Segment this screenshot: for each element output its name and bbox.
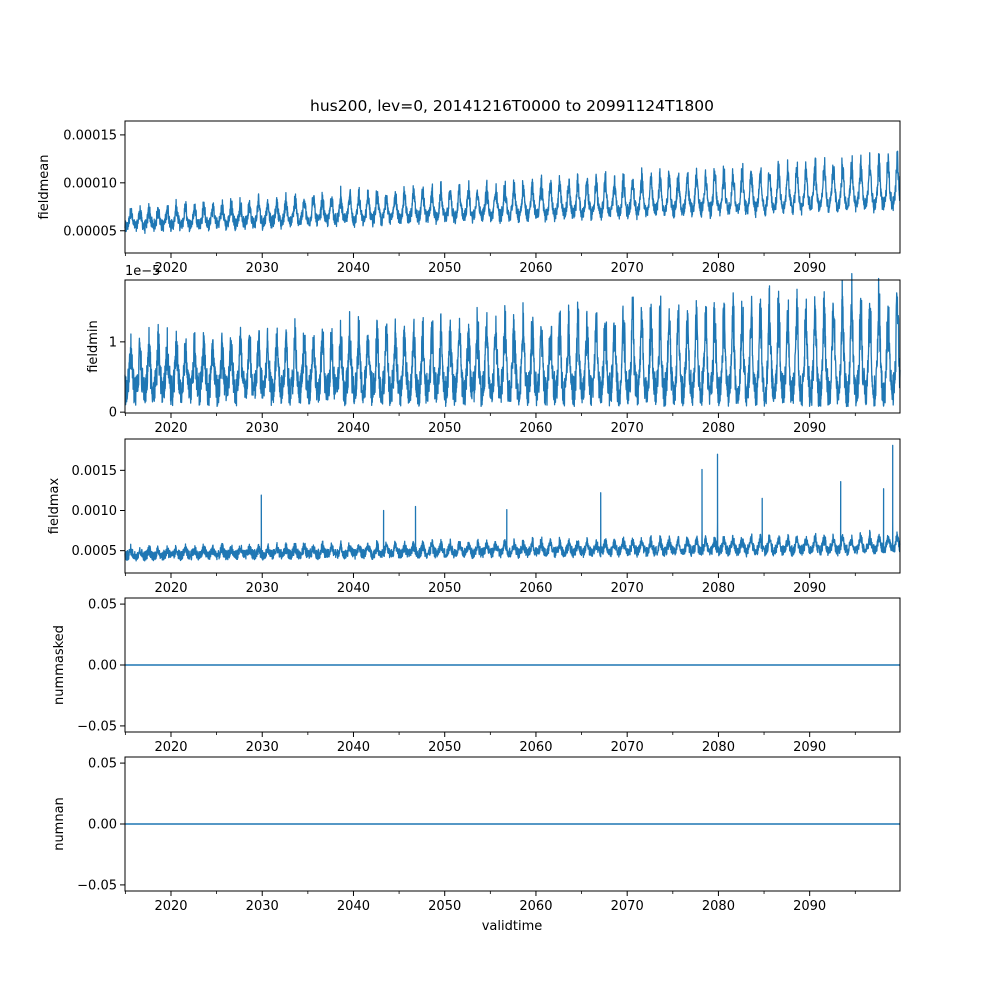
y-tick-label-fieldmax: 0.0010 bbox=[72, 504, 118, 519]
x-tick-label-fieldmean: 2020 bbox=[154, 261, 187, 276]
panel-numnan: 2020 2030 2040 2050 2060 2070 2080 2090 −0.05 0.0… bbox=[52, 756, 901, 914]
x-tick-label-fieldmin: 2060 bbox=[519, 421, 552, 436]
panel-nummasked: 2020 2030 2040 2050 2060 2070 2080 2090 −0.05 0.0… bbox=[52, 597, 901, 755]
y-tick-label-nummasked: 0.00 bbox=[88, 659, 117, 674]
axes-frame-fieldmean bbox=[124, 120, 901, 254]
axes-frame-fieldmin bbox=[124, 279, 901, 414]
x-tick-label-fieldmin: 2070 bbox=[611, 421, 644, 436]
x-tick-label-numnan: 2060 bbox=[519, 899, 552, 914]
y-axis-label-numnan: numnan bbox=[52, 797, 67, 851]
x-tick-label-nummasked: 2040 bbox=[337, 740, 370, 755]
panels-group: 2020 2030 2040 2050 2060 2070 2080 2090 0.00005 0… bbox=[37, 120, 901, 914]
x-tick-label-fieldmin: 2040 bbox=[337, 421, 370, 436]
panel-fieldmax: 2020 2030 2040 2050 2060 2070 2080 2090 0.0005 0.… bbox=[47, 438, 901, 596]
y-tick-label-fieldmax: 0.0015 bbox=[72, 464, 118, 479]
x-tick-label-nummasked: 2030 bbox=[246, 740, 279, 755]
x-tick-label-fieldmin: 2080 bbox=[702, 421, 735, 436]
y-tick-label-numnan: 0.05 bbox=[88, 757, 117, 772]
x-tick-label-fieldmin: 2050 bbox=[428, 421, 461, 436]
y-tick-label-numnan: −0.05 bbox=[77, 878, 117, 893]
x-tick-label-fieldmax: 2040 bbox=[337, 581, 370, 596]
y-axis-label-nummasked: nummasked bbox=[52, 625, 67, 705]
x-tick-label-fieldmin: 2090 bbox=[793, 421, 826, 436]
x-tick-label-fieldmax: 2050 bbox=[428, 581, 461, 596]
y-tick-label-fieldmin: 0 bbox=[109, 406, 117, 421]
y-tick-label-nummasked: 0.05 bbox=[88, 598, 117, 613]
y-tick-label-fieldmean: 0.00005 bbox=[63, 224, 117, 239]
x-tick-label-fieldmean: 2070 bbox=[611, 261, 644, 276]
y-tick-label-nummasked: −0.05 bbox=[77, 719, 117, 734]
x-tick-label-nummasked: 2050 bbox=[428, 740, 461, 755]
x-tick-label-fieldmean: 2030 bbox=[246, 261, 279, 276]
x-tick-label-numnan: 2020 bbox=[154, 899, 187, 914]
x-tick-label-fieldmin: 2020 bbox=[154, 421, 187, 436]
x-tick-label-numnan: 2080 bbox=[702, 899, 735, 914]
x-tick-label-numnan: 2070 bbox=[611, 899, 644, 914]
x-tick-label-fieldmean: 2050 bbox=[428, 261, 461, 276]
x-tick-label-fieldmean: 2040 bbox=[337, 261, 370, 276]
y-tick-label-fieldmean: 0.00010 bbox=[63, 176, 117, 191]
x-tick-label-numnan: 2090 bbox=[793, 899, 826, 914]
x-tick-label-fieldmax: 2090 bbox=[793, 581, 826, 596]
x-tick-label-nummasked: 2060 bbox=[519, 740, 552, 755]
x-tick-label-nummasked: 2090 bbox=[793, 740, 826, 755]
x-tick-label-nummasked: 2070 bbox=[611, 740, 644, 755]
x-tick-label-fieldmax: 2020 bbox=[154, 581, 187, 596]
y-offset-label-fieldmin: 1e−5 bbox=[125, 264, 160, 279]
x-tick-label-fieldmax: 2030 bbox=[246, 581, 279, 596]
y-axis-label-fieldmax: fieldmax bbox=[47, 478, 62, 535]
panel-fieldmean: 2020 2030 2040 2050 2060 2070 2080 2090 0.00005 0… bbox=[37, 120, 901, 276]
x-tick-label-fieldmin: 2030 bbox=[246, 421, 279, 436]
x-tick-label-fieldmean: 2090 bbox=[793, 261, 826, 276]
x-tick-label-nummasked: 2080 bbox=[702, 740, 735, 755]
y-tick-label-fieldmean: 0.00015 bbox=[63, 128, 117, 143]
y-axis-label-fieldmin: fieldmin bbox=[86, 320, 101, 373]
y-tick-label-fieldmin: 1 bbox=[109, 335, 117, 350]
x-axis-label: validtime bbox=[482, 919, 543, 934]
y-tick-label-numnan: 0.00 bbox=[88, 818, 117, 833]
x-tick-label-numnan: 2040 bbox=[337, 899, 370, 914]
x-tick-label-fieldmax: 2060 bbox=[519, 581, 552, 596]
series-line-fieldmean bbox=[124, 150, 901, 234]
x-tick-label-fieldmean: 2060 bbox=[519, 261, 552, 276]
panel-fieldmin: 2020 2030 2040 2050 2060 2070 2080 2090 0 1 1e−5 fi… bbox=[86, 264, 901, 436]
y-axis-label-fieldmean: fieldmean bbox=[37, 155, 52, 220]
x-tick-label-numnan: 2050 bbox=[428, 899, 461, 914]
series-line-fieldmin bbox=[124, 272, 901, 408]
axes-frame-fieldmax bbox=[124, 438, 901, 574]
x-tick-label-nummasked: 2020 bbox=[154, 740, 187, 755]
x-tick-label-fieldmax: 2070 bbox=[611, 581, 644, 596]
x-tick-label-fieldmax: 2080 bbox=[702, 581, 735, 596]
series-line-fieldmax bbox=[124, 444, 901, 562]
chart-title: hus200, lev=0, 20141216T0000 to 20991124… bbox=[310, 97, 714, 115]
x-tick-label-numnan: 2030 bbox=[246, 899, 279, 914]
x-tick-label-fieldmean: 2080 bbox=[702, 261, 735, 276]
y-tick-label-fieldmax: 0.0005 bbox=[72, 544, 118, 559]
